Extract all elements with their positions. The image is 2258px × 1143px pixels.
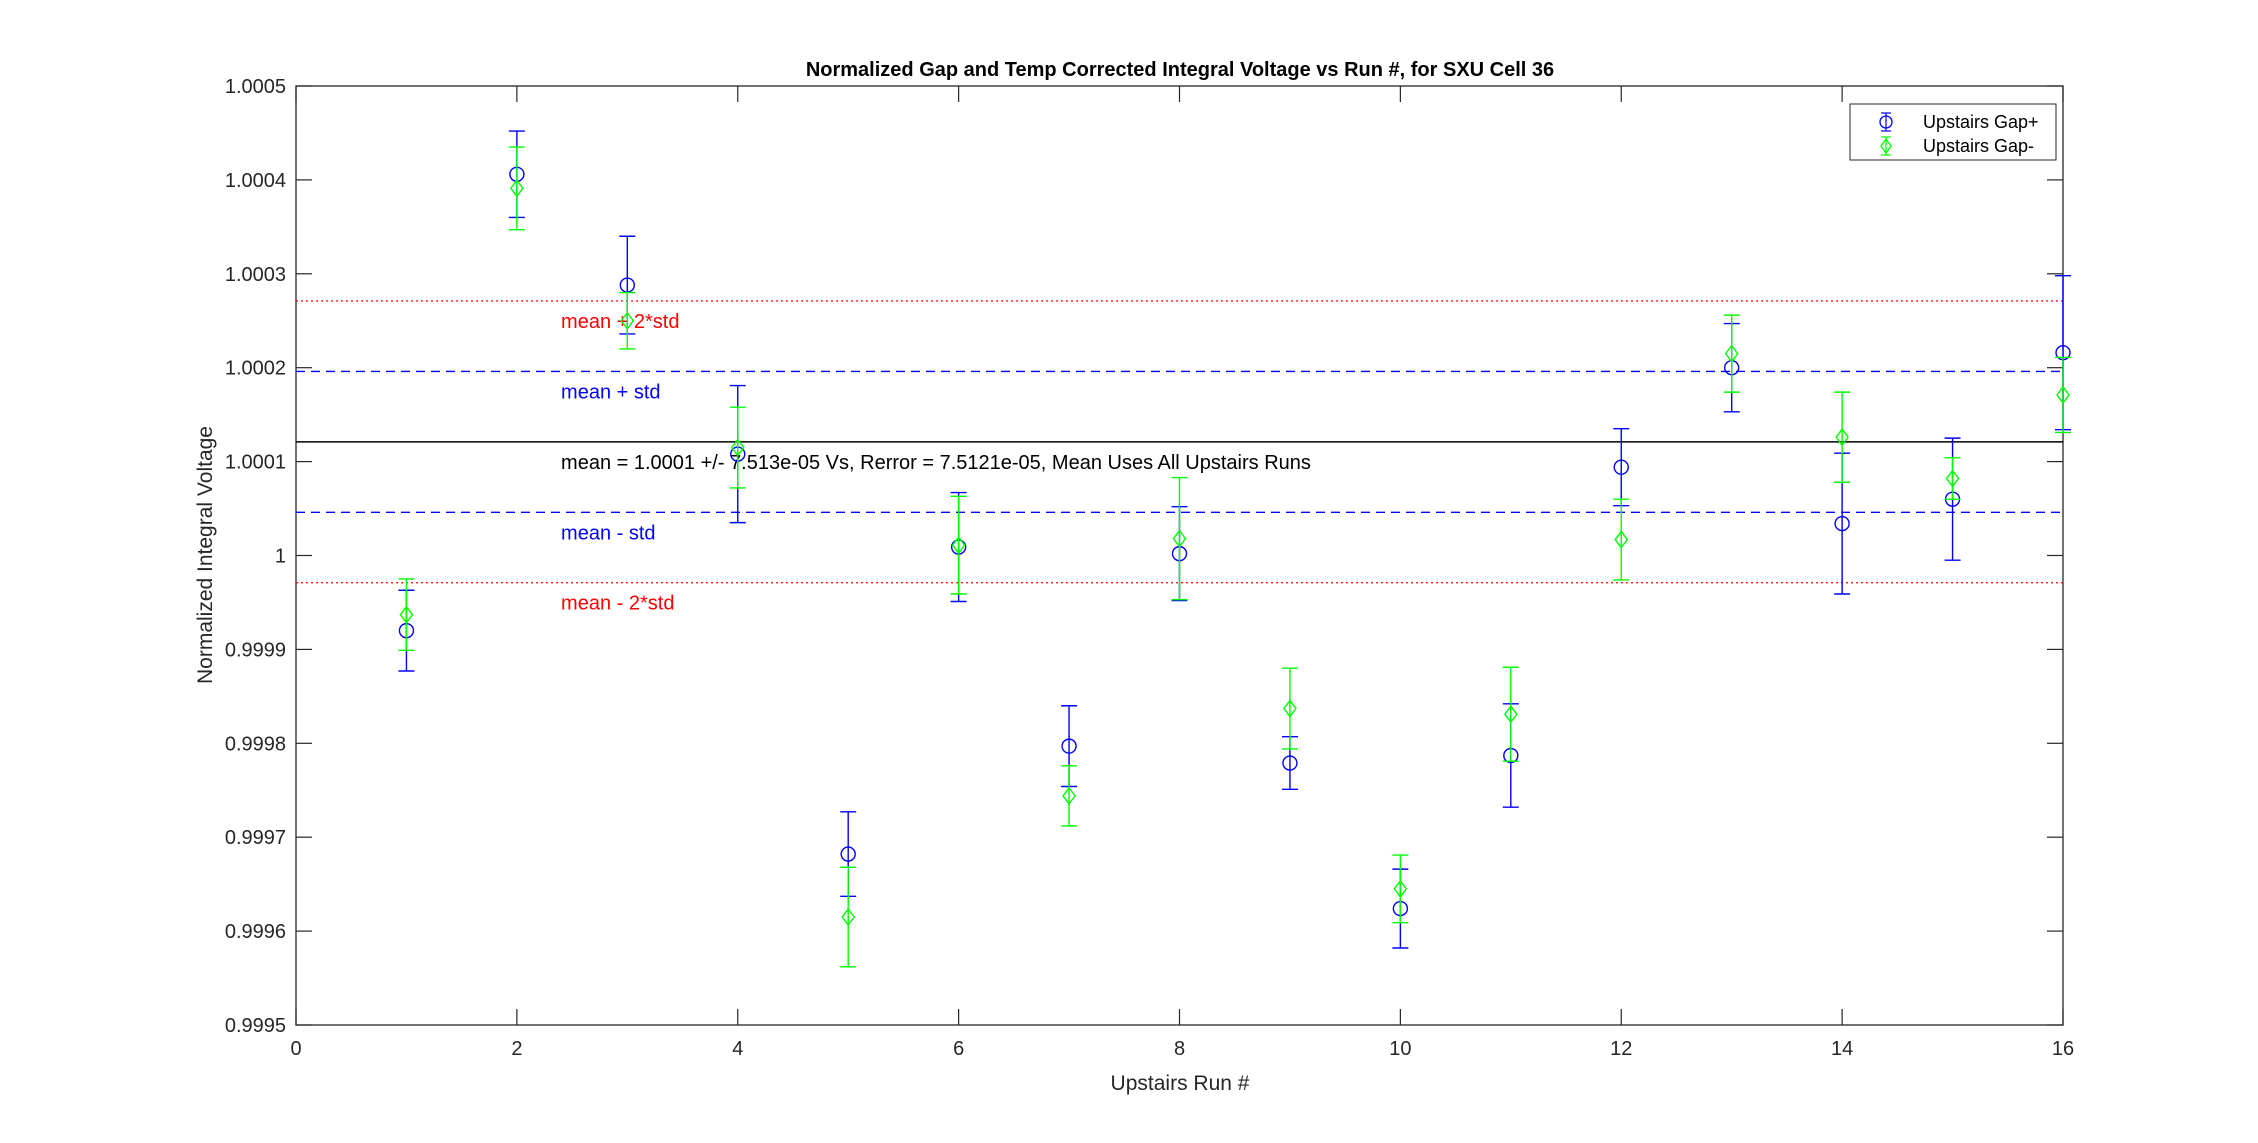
x-tick-label: 12 (1610, 1038, 1632, 1060)
y-tick-label: 1.0004 (225, 170, 286, 192)
chart-title: Normalized Gap and Temp Corrected Integr… (806, 59, 1554, 81)
data-point (1172, 529, 1187, 548)
x-tick-label: 2 (511, 1038, 522, 1060)
y-tick-label: 0.9997 (225, 827, 286, 849)
x-tick-label: 6 (953, 1038, 964, 1060)
legend-label: Upstairs Gap- (1923, 136, 2034, 156)
legend-marker (1879, 115, 1893, 129)
data-point (1393, 879, 1408, 899)
axis-labels: Normalized Gap and Temp Corrected Integr… (194, 59, 1554, 1095)
y-tick-label: 0.9998 (225, 733, 286, 755)
y-tick-label: 1.0003 (225, 264, 286, 286)
y-axis-label: Normalized Integral Voltage (194, 426, 217, 684)
legend-marker (1880, 137, 1892, 155)
data-point (399, 605, 414, 624)
axis-ticks: 0 2 4 6 8 10 12 14 16 0.9995 0.9996 0.9997 0.9998 0.9… (225, 76, 2074, 1060)
legend: Upstairs Gap+ Upstairs Gap- (1849, 103, 2057, 161)
reference-line-label: mean - 2*std (561, 593, 674, 615)
data-series (398, 130, 2071, 968)
y-tick-label: 0.9999 (225, 639, 286, 661)
data-point (841, 907, 856, 927)
reference-line-label: mean = 1.0001 +/- 7.513e-05 Vs, Rerror =… (561, 452, 1311, 474)
y-tick-label: 1 (275, 546, 286, 568)
data-point (1613, 459, 1629, 475)
y-tick-label: 0.9996 (225, 921, 286, 943)
reference-line-label: mean + std (561, 381, 661, 403)
reference-line-label: mean + 2*std (561, 311, 679, 333)
x-tick-label: 8 (1174, 1038, 1185, 1060)
y-tick-label: 1.0001 (225, 452, 286, 474)
y-tick-label: 1.0002 (225, 358, 286, 380)
reference-lines: mean + 2*std mean + std mean = 1.0001 +/- … (296, 300, 2063, 615)
legend-label: Upstairs Gap+ (1923, 112, 2039, 132)
data-point (1282, 755, 1298, 771)
data-point (1503, 705, 1518, 724)
reference-line-label: mean - std (561, 522, 655, 544)
x-tick-label: 16 (2052, 1038, 2074, 1060)
x-tick-label: 10 (1389, 1038, 1411, 1060)
x-tick-label: 14 (1831, 1038, 1853, 1060)
data-point (1945, 469, 1960, 488)
data-point (1283, 699, 1297, 718)
data-point (951, 536, 966, 555)
data-point (730, 438, 745, 457)
y-tick-label: 1.0005 (225, 76, 286, 98)
data-point (1835, 428, 1849, 447)
data-point (840, 846, 856, 862)
plot-area: mean + 2*std mean + std mean = 1.0001 +/- … (225, 76, 2074, 1060)
x-axis-label: Upstairs Run # (1111, 1072, 1250, 1095)
data-point (2056, 385, 2070, 405)
data-point (1724, 344, 1739, 363)
data-point (1614, 530, 1629, 549)
data-point (1834, 515, 1850, 532)
y-tick-label: 0.9995 (225, 1015, 286, 1037)
data-point (1062, 786, 1076, 806)
data-point (1061, 738, 1077, 754)
x-tick-label: 4 (732, 1038, 743, 1060)
x-tick-label: 0 (290, 1038, 301, 1060)
data-point (510, 179, 524, 198)
data-point (620, 311, 635, 330)
